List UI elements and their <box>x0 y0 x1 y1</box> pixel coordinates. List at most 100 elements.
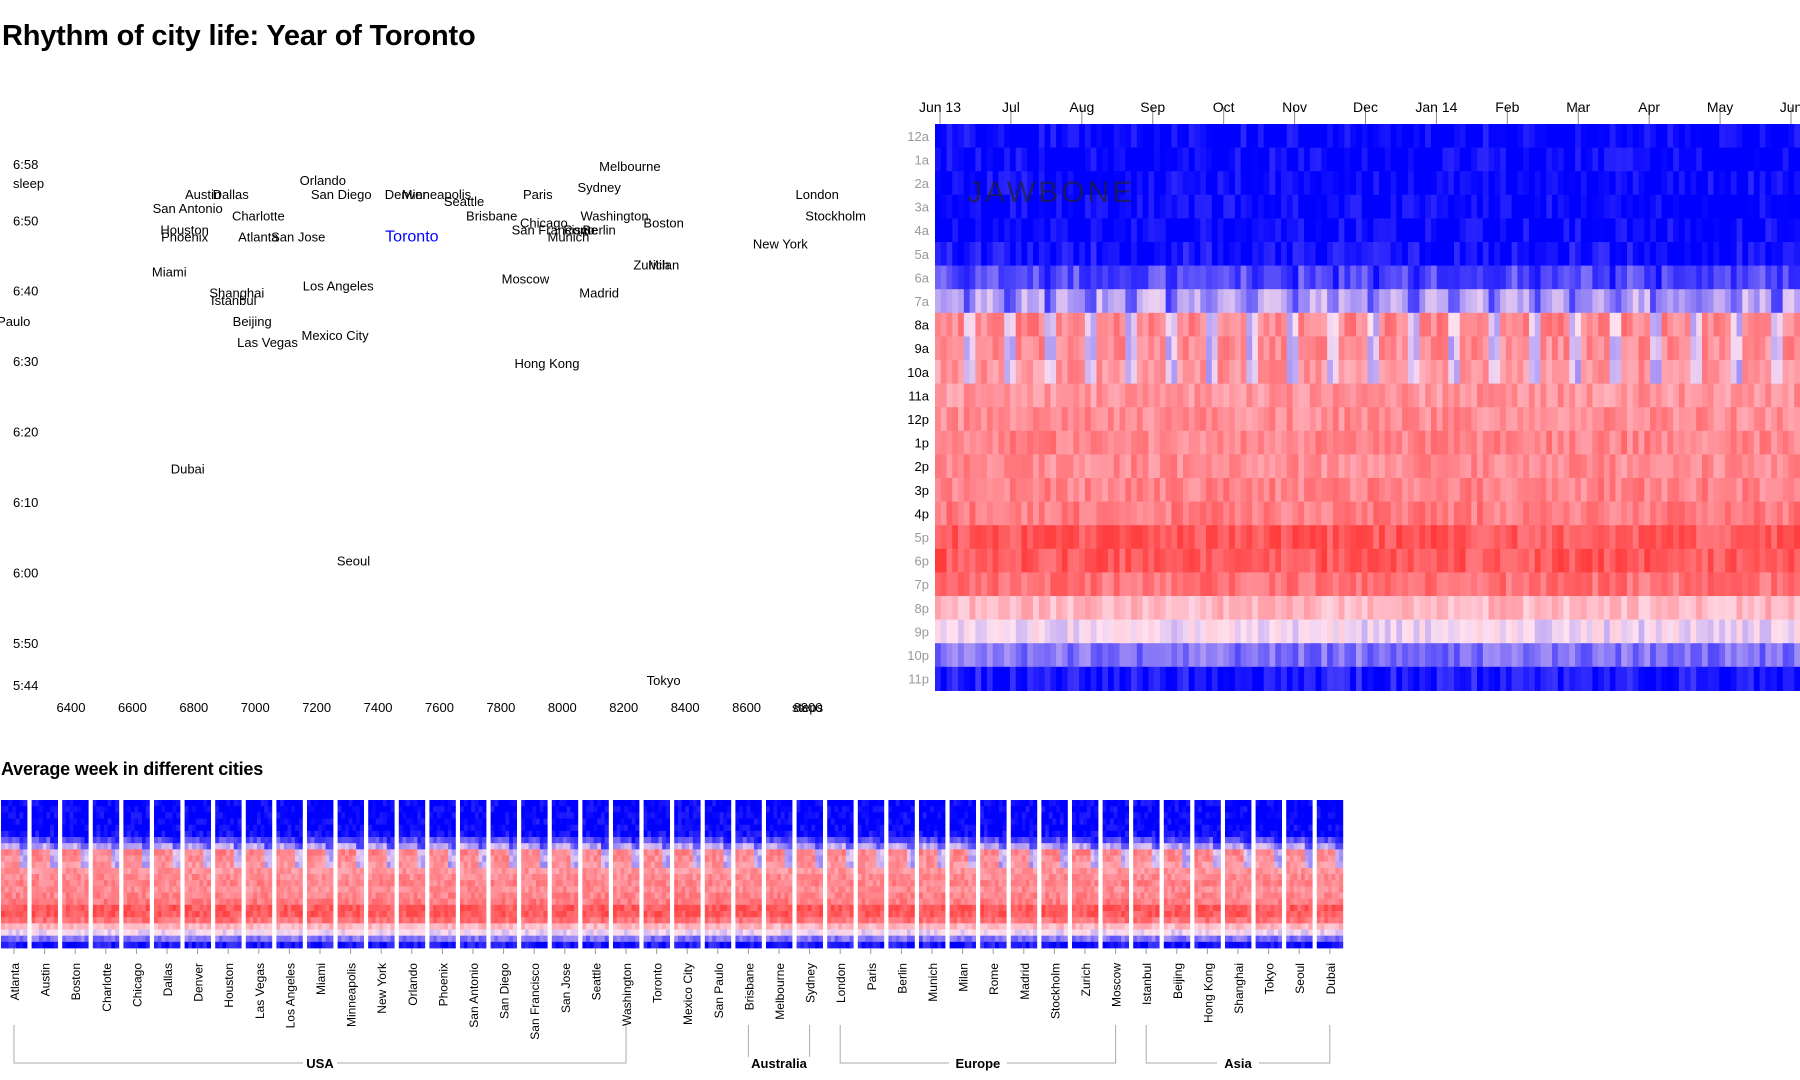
city-point-san-francisco[interactable]: San Francisco <box>512 222 595 237</box>
week-cell <box>103 923 109 930</box>
heatmap-cell <box>1557 265 1565 290</box>
heatmap-cell <box>1661 171 1668 196</box>
city-point-austin[interactable]: Austin <box>185 187 221 202</box>
heatmap-cell <box>1661 383 1668 408</box>
heatmap-cell <box>1575 218 1582 243</box>
city-point-orlando[interactable]: Orlando <box>300 173 346 188</box>
city-point-chicago[interactable]: Chicago <box>520 215 568 230</box>
city-point-dubai[interactable]: Dubai <box>171 462 205 477</box>
heatmap-cell <box>952 312 959 337</box>
city-point-paris[interactable]: Paris <box>523 187 553 202</box>
heatmap-cell <box>1632 360 1640 385</box>
heatmap-cell <box>1488 666 1495 691</box>
heatmap-cell <box>1182 407 1190 432</box>
city-point-san-jose[interactable]: San Jose <box>271 229 325 244</box>
city-point-brisbane[interactable]: Brisbane <box>466 208 517 223</box>
week-cell <box>23 911 28 918</box>
city-point-phoenix[interactable]: Phoenix <box>161 229 208 244</box>
city-point-miami[interactable]: Miami <box>152 265 187 280</box>
heatmap-cell <box>1350 218 1357 243</box>
heatmap-cell <box>1615 124 1622 149</box>
heatmap-cell <box>1136 312 1144 337</box>
city-point-minneapolis[interactable]: Minneapolis <box>402 187 472 202</box>
week-cell <box>145 830 150 838</box>
city-point-stockholm[interactable]: Stockholm <box>805 208 866 223</box>
city-point-madrid[interactable]: Madrid <box>579 286 619 301</box>
heatmap-cell <box>1355 312 1363 337</box>
heatmap-cell <box>1217 265 1224 290</box>
city-week-dallas[interactable] <box>154 800 181 949</box>
week-cell <box>184 818 189 826</box>
heatmap-cell <box>1079 289 1086 314</box>
week-cell <box>80 849 85 856</box>
city-point-istanbul[interactable]: Istanbul <box>211 293 257 308</box>
city-point-moscow[interactable]: Moscow <box>502 272 550 287</box>
city-week-houston[interactable] <box>215 800 242 949</box>
heatmap-cell <box>1569 218 1576 243</box>
city-point-berlin[interactable]: Berlin <box>583 222 616 237</box>
city-point-rome[interactable]: Rome <box>563 222 598 237</box>
heatmap-cell <box>1182 525 1190 550</box>
city-point-houston[interactable]: Houston <box>160 222 208 237</box>
city-point-boston[interactable]: Boston <box>643 215 683 230</box>
city-point-denver[interactable]: Denver <box>385 187 428 202</box>
city-point-los-angeles[interactable]: Los Angeles <box>303 279 374 294</box>
city-week-charlotte[interactable] <box>92 800 120 949</box>
city-week-austin[interactable] <box>31 800 58 949</box>
heatmap-cell <box>1465 360 1472 385</box>
city-point-dallas[interactable]: Dallas <box>213 187 250 202</box>
week-cell <box>215 843 220 850</box>
heatmap-cell <box>1269 336 1276 361</box>
city-point-seattle[interactable]: Seattle <box>444 194 484 209</box>
city-point-seoul[interactable]: Seoul <box>337 553 370 568</box>
heatmap-cell <box>1523 666 1530 691</box>
city-point-zurich[interactable]: Zurich <box>633 258 669 273</box>
week-cell <box>84 886 89 893</box>
city-point-san-diego[interactable]: San Diego <box>311 187 372 202</box>
city-point-melbourne[interactable]: Melbourne <box>599 159 660 174</box>
city-point-tokyo[interactable]: Tokyo <box>647 673 681 688</box>
city-point-charlotte[interactable]: Charlotte <box>232 208 285 223</box>
city-point-sydney[interactable]: Sydney <box>577 180 621 195</box>
city-week-boston[interactable] <box>62 800 89 949</box>
heatmap-cell <box>1298 242 1305 267</box>
city-point-san-antonio[interactable]: San Antonio <box>153 201 223 216</box>
heatmap-cell <box>1725 147 1732 172</box>
heatmap-cell <box>1696 619 1703 644</box>
city-week-chicago[interactable] <box>123 800 150 949</box>
heatmap-cell <box>1177 147 1184 172</box>
city-point-san-paulo[interactable]: San Paulo <box>0 314 30 329</box>
heatmap-cell <box>1113 124 1121 149</box>
city-point-new-york[interactable]: New York <box>753 236 808 251</box>
heatmap-cell <box>1586 407 1593 432</box>
week-cell <box>103 824 109 832</box>
week-cell <box>157 824 162 832</box>
city-week-denver[interactable] <box>184 800 211 949</box>
city-point-shanghai[interactable]: Shanghai <box>209 286 264 301</box>
city-point-las-vegas[interactable]: Las Vegas <box>237 335 298 350</box>
city-point-london[interactable]: London <box>796 187 839 202</box>
heatmap-cell <box>1206 147 1213 172</box>
city-point-milan[interactable]: Milan <box>648 258 679 273</box>
heatmap-cell <box>1050 171 1057 196</box>
city-point-washington[interactable]: Washington <box>580 208 648 223</box>
heatmap-cell <box>1240 194 1247 219</box>
city-point-atlanta[interactable]: Atlanta <box>238 229 279 244</box>
city-point-mexico-city[interactable]: Mexico City <box>301 328 369 343</box>
heatmap-cell <box>1292 478 1299 503</box>
city-point-beijing[interactable]: Beijing <box>233 314 272 329</box>
city-point-hong-kong[interactable]: Hong Kong <box>514 356 579 371</box>
heatmap-cell <box>963 478 971 503</box>
city-week-atlanta[interactable] <box>1 800 28 949</box>
heatmap-cell <box>1598 289 1605 314</box>
week-cell <box>39 904 44 912</box>
heatmap-cell <box>998 430 1005 455</box>
week-cell <box>115 867 120 875</box>
week-cell <box>46 824 51 832</box>
city-point-munich[interactable]: Munich <box>548 229 590 244</box>
heatmap-cell <box>1644 454 1651 479</box>
week-cell <box>39 855 44 863</box>
heatmap-cell <box>1650 478 1657 503</box>
heatmap-cell <box>1748 194 1755 219</box>
city-point-toronto[interactable]: Toronto <box>385 228 438 245</box>
